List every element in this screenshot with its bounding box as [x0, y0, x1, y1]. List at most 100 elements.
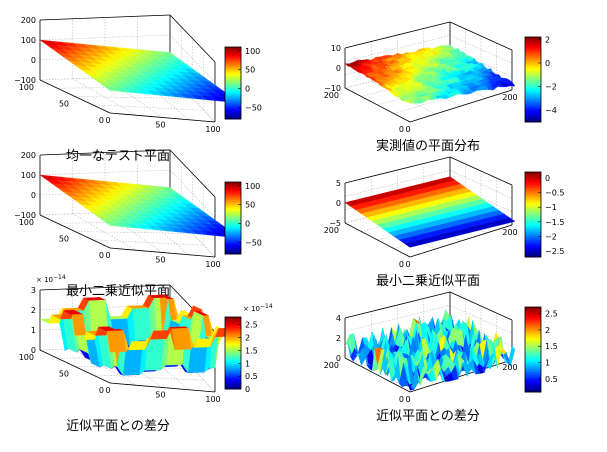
- chart-title: 近似平面との差分: [66, 419, 170, 434]
- x-tick-label: 0: [105, 386, 110, 395]
- colorbar-band: [525, 43, 541, 46]
- colorbar-band: [225, 369, 241, 372]
- colorbar-band: [225, 218, 241, 221]
- axis-edge-top-left: [39, 14, 171, 21]
- grid-line-back-right-0: [169, 74, 216, 123]
- colorbar-frame: [224, 316, 242, 390]
- z-tick-label: −10: [324, 84, 341, 93]
- colorbar-tick-label: −50: [245, 104, 262, 113]
- z-tick-label: 100: [21, 36, 36, 45]
- surface-patch: [407, 101, 415, 104]
- colorbar-band: [525, 115, 541, 119]
- chart-panel-5: 3 2 1 0 × 10−14 0 50 100 100 50 0 2.5 2 1.5 1 0.5 0 × 10−…: [19, 274, 273, 434]
- grid-line-back-left-2: [344, 35, 451, 62]
- y-tick-label: 0: [99, 386, 104, 395]
- colorbar-band: [525, 307, 541, 310]
- colorbar-band: [525, 216, 541, 220]
- axis-edge-top-right: [169, 149, 216, 198]
- grid-line-back-right-2: [449, 170, 513, 199]
- colorbar-band: [225, 113, 241, 116]
- surface: [344, 309, 516, 391]
- colorbar-band: [525, 231, 541, 235]
- colorbar-frame: [524, 306, 542, 393]
- colorbar-band: [225, 214, 241, 217]
- chart-title: 最小二乗近似平面: [376, 274, 480, 289]
- colorbar-band: [525, 220, 541, 224]
- x-tick-label: 50: [155, 391, 165, 400]
- surface-patch: [407, 380, 415, 391]
- colorbar-tick-label: −50: [245, 239, 262, 248]
- colorbar-band: [225, 56, 241, 59]
- z-tick-label: 2: [336, 334, 341, 343]
- colorbar-band: [225, 387, 241, 390]
- surface: [39, 39, 241, 104]
- colorbar-band: [525, 208, 541, 211]
- axis-edge-top-left: [344, 21, 451, 49]
- colorbar-band: [225, 371, 241, 374]
- colorbar-band: [225, 63, 241, 66]
- z-axis-exponent: × 10−14: [36, 274, 66, 284]
- colorbar-band: [525, 98, 541, 102]
- axis-edge-top-right: [449, 156, 513, 186]
- colorbar-band: [525, 237, 541, 241]
- colorbar-band: [525, 206, 541, 209]
- colorbar-band: [525, 41, 541, 44]
- colorbar-band: [525, 117, 541, 121]
- colorbar-band: [225, 92, 241, 95]
- colorbar-exponent-power: −14: [260, 303, 273, 310]
- axis-edge-front-left: [39, 214, 111, 249]
- colorbar-band: [225, 228, 241, 232]
- colorbar-band: [525, 66, 541, 70]
- colorbar-band: [525, 315, 541, 319]
- colorbar-band: [525, 64, 541, 68]
- colorbar-band: [225, 194, 241, 197]
- colorbar-band: [225, 327, 241, 331]
- colorbar-band: [225, 81, 241, 84]
- colorbar-band: [525, 326, 541, 329]
- z-tick-label: 2: [31, 306, 36, 315]
- colorbar-band: [225, 378, 241, 381]
- colorbar-band: [225, 367, 241, 370]
- colorbar-band: [525, 351, 541, 355]
- y-tick-label: 100: [19, 353, 34, 362]
- grid-line-floor-b-1: [72, 348, 137, 386]
- colorbar-band: [525, 225, 541, 228]
- y-tick-label: 100: [19, 83, 34, 92]
- z-tick-label: −100: [14, 211, 36, 220]
- colorbar-band: [225, 115, 241, 118]
- axis-edge-front-left: [39, 79, 111, 114]
- colorbar-band: [225, 90, 241, 93]
- axis-edge-top-left: [344, 291, 451, 319]
- colorbar-band: [225, 187, 241, 190]
- chart-panel-2: 10 0 −10 0 200 200 0 2 0 −2 −4 実測値の平面分布: [324, 21, 557, 154]
- colorbar-tick-label: −2: [545, 83, 557, 92]
- colorbar-band: [525, 311, 541, 314]
- colorbar-band: [225, 347, 241, 350]
- z-tick-label: 1: [31, 326, 36, 335]
- colorbar-band: [525, 336, 541, 340]
- grid-line-floor-b-1: [72, 78, 137, 116]
- colorbar-band: [525, 68, 541, 72]
- chart-title: 均一なテスト平面: [66, 149, 170, 164]
- colorbar-band: [225, 59, 241, 62]
- colorbar-tick-label: 2: [545, 35, 550, 44]
- colorbar-band: [525, 309, 541, 312]
- colorbar-band: [525, 176, 541, 179]
- y-tick-label: 200: [324, 361, 339, 370]
- colorbar-band: [525, 334, 541, 338]
- colorbar-band: [525, 362, 541, 365]
- colorbar-band: [225, 344, 241, 347]
- colorbar-band: [525, 195, 541, 198]
- z-tick-label: 100: [21, 171, 36, 180]
- colorbar-band: [525, 313, 541, 316]
- grid-line-back-right-0: [169, 344, 216, 393]
- chart-title: 近似平面との差分: [376, 409, 480, 424]
- colorbar-band: [225, 353, 241, 356]
- colorbar-band: [525, 319, 541, 323]
- grid-line-back-left-2: [39, 34, 171, 41]
- colorbar-band: [525, 184, 541, 188]
- axis-edge-top-left: [39, 149, 171, 156]
- colorbar-frame: [224, 46, 242, 120]
- colorbar: 0 −0.5 −1 −1.5 −2 −2.5: [524, 171, 564, 258]
- z-tick-label: 0: [336, 354, 341, 363]
